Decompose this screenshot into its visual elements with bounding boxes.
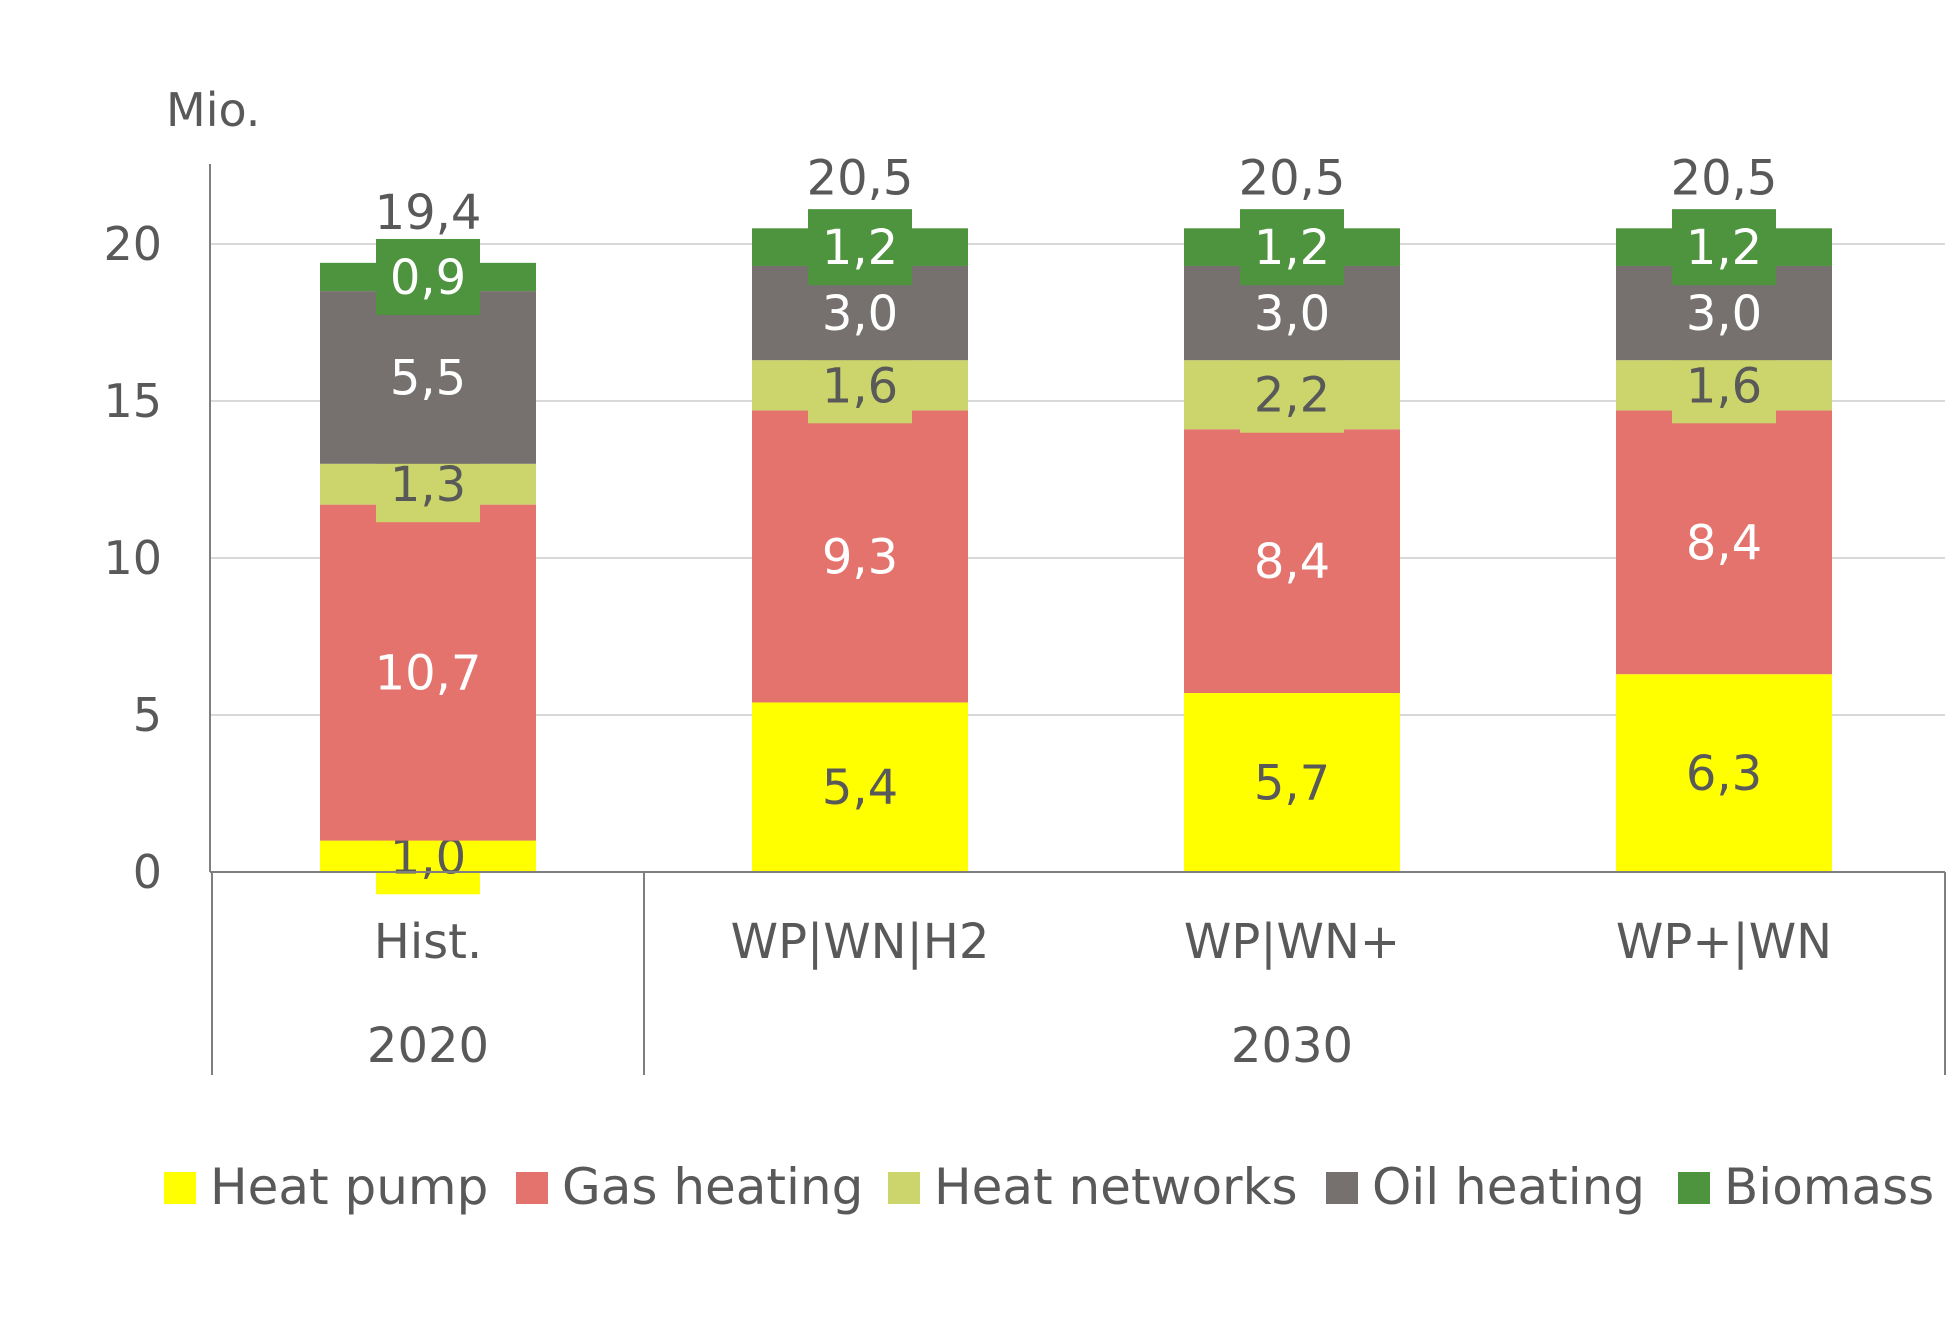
data-label: 5,5 xyxy=(390,350,466,406)
x-tick-label: Hist. xyxy=(374,914,483,970)
data-label: 0,9 xyxy=(390,250,466,306)
bar-segment-heat-pump xyxy=(1616,674,1832,872)
data-label: 3,0 xyxy=(1254,286,1330,342)
data-label-box xyxy=(1672,209,1776,286)
y-axis: 0 5 10 15 20 Mio. xyxy=(103,83,260,899)
group-label: 2030 xyxy=(1231,1018,1353,1074)
bar-segment-oil-heating xyxy=(320,291,536,464)
data-label: 3,0 xyxy=(822,286,898,342)
y-tick-label: 0 xyxy=(133,845,162,899)
data-label: 1,2 xyxy=(1254,220,1330,276)
data-label-box xyxy=(376,238,480,315)
group-label: 2020 xyxy=(367,1018,489,1074)
legend-label: Heat networks xyxy=(934,1158,1298,1216)
bar-segment-heat-pump xyxy=(1184,693,1400,872)
data-label: 1,6 xyxy=(1686,358,1762,414)
total-label: 20,5 xyxy=(807,150,914,206)
data-label: 6,3 xyxy=(1686,746,1762,802)
y-tick-label: 15 xyxy=(103,374,162,428)
data-label: 2,2 xyxy=(1254,368,1330,424)
data-label: 1,2 xyxy=(822,220,898,276)
y-unit-label: Mio. xyxy=(166,83,260,137)
y-tick-label: 5 xyxy=(133,688,162,742)
y-tick-label: 10 xyxy=(103,531,162,585)
bar-segment-gas-heating xyxy=(1184,429,1400,694)
data-label: 1,3 xyxy=(390,457,466,513)
y-tick-label: 20 xyxy=(103,217,162,271)
x-axis: Hist. WP|WN|H2 WP|WN+ WP+|WN 2020 2030 xyxy=(210,871,1946,1075)
total-label: 19,4 xyxy=(375,185,482,241)
data-label: 5,7 xyxy=(1254,756,1330,812)
legend-label: Biomass xyxy=(1724,1158,1934,1216)
data-label-box xyxy=(1240,209,1344,286)
data-label: 10,7 xyxy=(375,646,482,702)
x-tick-label: WP|WN+ xyxy=(1184,914,1400,970)
data-label: 1,6 xyxy=(822,358,898,414)
bar-segment-gas-heating xyxy=(1616,410,1832,675)
data-label: 8,4 xyxy=(1254,534,1330,590)
total-label: 20,5 xyxy=(1671,150,1778,206)
data-label: 8,4 xyxy=(1686,515,1762,571)
total-label: 20,5 xyxy=(1239,150,1346,206)
data-label: 5,4 xyxy=(822,760,898,816)
data-label-box xyxy=(1240,356,1344,433)
legend-swatch xyxy=(164,1172,196,1204)
x-tick-label: WP|WN|H2 xyxy=(731,914,990,970)
bar-segment-heat-pump xyxy=(752,702,968,872)
legend-swatch xyxy=(1678,1172,1710,1204)
legend-label: Gas heating xyxy=(562,1158,863,1216)
data-label: 9,3 xyxy=(822,529,898,585)
legend-swatch xyxy=(1326,1172,1358,1204)
bar-segment-gas-heating xyxy=(320,504,536,841)
data-label: 3,0 xyxy=(1686,286,1762,342)
legend-label: Oil heating xyxy=(1372,1158,1645,1216)
legend-swatch xyxy=(516,1172,548,1204)
bars: 1,010,71,35,50,919,45,49,31,63,01,220,55… xyxy=(320,150,1832,895)
data-label: 1,2 xyxy=(1686,220,1762,276)
legend-label: Heat pump xyxy=(210,1158,488,1216)
data-label-box xyxy=(808,209,912,286)
bar-segment-gas-heating xyxy=(752,410,968,703)
legend: Heat pump Gas heating Heat networks Oil hea… xyxy=(164,1158,1934,1216)
x-tick-label: WP+|WN xyxy=(1616,914,1832,970)
legend-swatch xyxy=(888,1172,920,1204)
